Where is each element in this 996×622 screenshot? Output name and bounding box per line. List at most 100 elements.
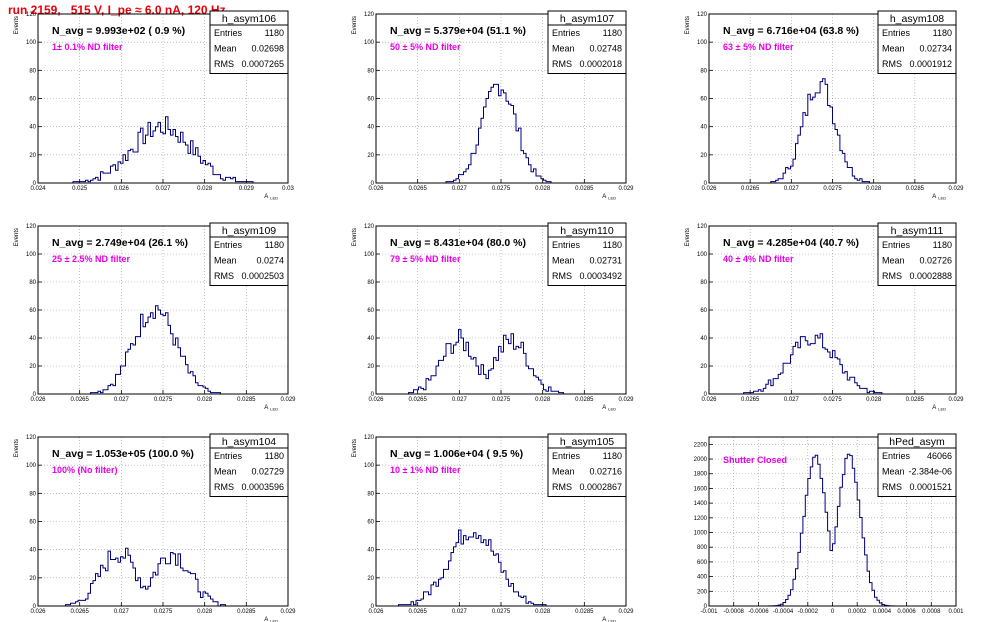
stats-title: h_asym106: [222, 13, 276, 25]
x-tick-label: 0.0265: [741, 186, 760, 192]
panel-h_asym105: 0 20 40 60 80 100 120 0.026 0.0265 0.027 0.0275 0.0…: [352, 433, 634, 622]
x-tick-label: 0.029: [280, 609, 296, 615]
y-tick-label: 80: [29, 68, 36, 74]
y-tick-label: 120: [26, 12, 37, 18]
stats-box: [209, 10, 289, 74]
stats-label-mean: Mean: [552, 256, 575, 266]
stats-value-mean: -2.384e-06: [908, 467, 952, 477]
filter-label: 1± 0.1% ND filter: [52, 42, 123, 52]
stats-label-entries: Entries: [552, 451, 581, 461]
x-tick-label: 0.026: [30, 609, 46, 615]
y-tick-label: 40: [29, 125, 36, 131]
stats-label-rms: RMS: [552, 59, 572, 69]
y-tick-label: 100: [26, 463, 37, 469]
x-tick-label: 0.028: [535, 186, 551, 192]
y-tick-label: 1200: [694, 516, 708, 522]
x-axis-label: A LED: [602, 405, 616, 412]
navg-label: N_avg = 9.993e+02 ( 0.9 %): [52, 25, 185, 37]
panel-h_asym106: 0 20 40 60 80 100 120 0.024 0.025 0.026 0.027 0.028…: [14, 10, 294, 201]
x-tick-label: 0.0265: [70, 397, 89, 403]
x-tick-label: 0.0008: [922, 609, 941, 615]
stats-label-mean: Mean: [214, 467, 237, 477]
y-tick-label: 0: [704, 604, 708, 610]
x-axis-label: A LED: [932, 405, 946, 412]
y-tick-label: 0: [704, 392, 708, 398]
y-tick-label: 60: [367, 308, 374, 314]
y-tick-label: 20: [367, 364, 374, 370]
x-tick-label: 0.0002: [848, 609, 867, 615]
x-tick-label: 0.029: [280, 397, 296, 403]
filter-label: 10 ± 1% ND filter: [390, 465, 461, 475]
y-tick-label: 20: [367, 576, 374, 582]
x-tick-label: 0.0275: [823, 186, 842, 192]
stats-box: [209, 222, 289, 286]
y-tick-label: 80: [367, 68, 374, 74]
stats-label-entries: Entries: [214, 28, 243, 38]
x-tick-label: 0.03: [282, 186, 294, 192]
x-tick-label: 0.027: [784, 397, 800, 403]
x-tick-label: 0.027: [452, 186, 468, 192]
stats-value-rms: 0.0001521: [909, 482, 952, 492]
y-tick-label: 40: [29, 336, 36, 342]
y-tick-label: 1600: [694, 486, 708, 492]
y-tick-label: 40: [29, 548, 36, 554]
y-axis-label: Events: [352, 16, 358, 34]
stats-label-mean: Mean: [552, 44, 575, 54]
stats-value-rms: 0.0002867: [579, 482, 622, 492]
stats-value-rms: 0.0002503: [241, 271, 284, 281]
y-tick-label: 80: [29, 280, 36, 286]
x-tick-label: 0.028: [535, 609, 551, 615]
histogram-line: [376, 329, 626, 395]
navg-label: N_avg = 2.749e+04 (26.1 %): [52, 237, 188, 249]
y-tick-label: 100: [364, 40, 375, 46]
x-tick-label: 0.026: [30, 397, 46, 403]
y-tick-label: 0: [33, 604, 37, 610]
y-tick-label: 200: [697, 589, 708, 595]
x-tick-label: 0.027: [452, 609, 468, 615]
y-tick-label: 120: [697, 12, 708, 18]
stats-title: hPed_asym: [889, 436, 945, 448]
x-tick-label: 0.026: [368, 397, 384, 403]
filter-label: 79 ± 5% ND filter: [390, 254, 461, 264]
filter-label: 40 ± 4% ND filter: [723, 254, 794, 264]
stats-label-mean: Mean: [214, 44, 237, 54]
x-tick-label: 0.027: [452, 397, 468, 403]
histogram-line: [38, 547, 288, 607]
y-tick-label: 0: [371, 181, 375, 187]
x-tick-label: 0.0004: [873, 609, 892, 615]
x-tick-label: 0.024: [30, 186, 46, 192]
stats-value-entries: 1180: [265, 28, 284, 38]
stats-label-rms: RMS: [882, 271, 902, 281]
x-tick-label: 0.0285: [575, 609, 594, 615]
stats-value-rms: 0.0007265: [241, 59, 284, 69]
x-tick-label: 0.027: [784, 186, 800, 192]
stats-value-mean: 0.02748: [589, 44, 622, 54]
y-tick-label: 1800: [694, 472, 708, 478]
stats-value-mean: 0.02698: [251, 44, 284, 54]
y-tick-label: 400: [697, 575, 708, 581]
y-tick-label: 60: [700, 308, 707, 314]
x-tick-label: 0.027: [114, 397, 130, 403]
y-tick-label: 2200: [694, 442, 708, 448]
histogram-line: [376, 529, 626, 607]
x-axis-label: A LED: [932, 194, 946, 201]
navg-label: N_avg = 8.431e+04 (80.0 %): [390, 237, 526, 249]
stats-value-entries: 1180: [603, 451, 622, 461]
panel-h_asym108: 0 20 40 60 80 100 120 0.026 0.0265 0.027 0.0275 0.0…: [685, 10, 964, 201]
x-axis-label: A LED: [264, 405, 278, 412]
stats-label-rms: RMS: [882, 59, 902, 69]
y-tick-label: 60: [29, 520, 36, 526]
y-tick-label: 1000: [694, 531, 708, 537]
y-tick-label: 80: [700, 68, 707, 74]
stats-label-entries: Entries: [882, 451, 911, 461]
stats-title: h_asym110: [560, 225, 614, 237]
y-axis-label: Events: [685, 16, 691, 34]
x-axis-label: A LED: [264, 617, 278, 622]
x-tick-label: 0.029: [948, 397, 964, 403]
stats-label-rms: RMS: [882, 482, 902, 492]
y-axis-label: Events: [14, 228, 20, 246]
y-tick-label: 100: [697, 40, 708, 46]
filter-label: 50 ± 5% ND filter: [390, 42, 461, 52]
panel-h_asym110: 0 20 40 60 80 100 120 0.026 0.0265 0.027 0.0275 0.0…: [352, 222, 634, 412]
stats-box: [877, 10, 957, 74]
